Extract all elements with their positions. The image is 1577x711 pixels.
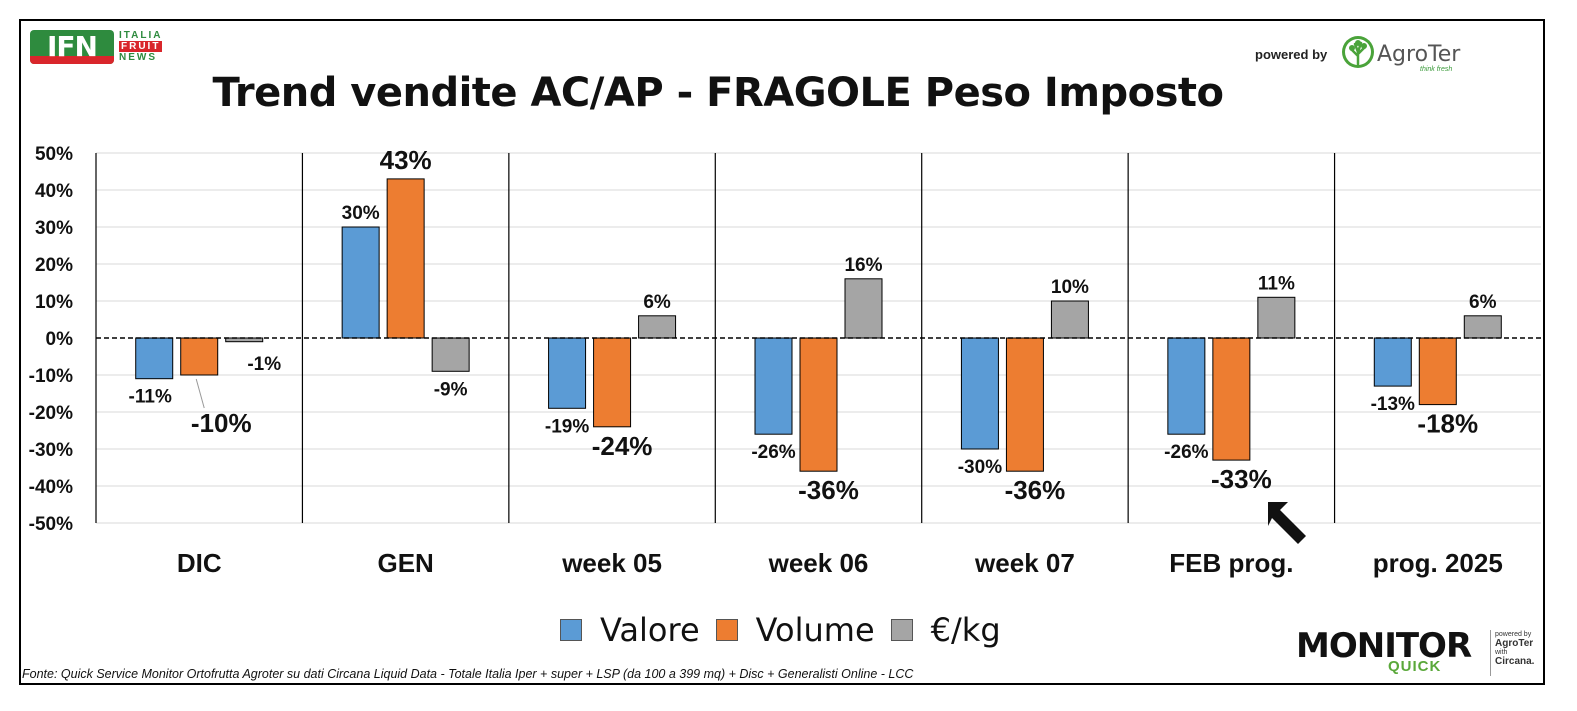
y-tick-label: 30% [35, 218, 73, 239]
ifn-logo-text: IFN [47, 30, 98, 63]
badge-powered-text: powered by [1495, 631, 1532, 638]
data-label: -11% [129, 387, 172, 408]
data-label: 11% [1258, 273, 1295, 294]
y-tick-label: -30% [29, 440, 73, 461]
legend-item-prezzo: €/kg [890, 611, 1001, 649]
data-label: 16% [844, 255, 882, 276]
ifn-word-fruit: FRUIT [119, 41, 163, 52]
data-label: 43% [380, 145, 432, 175]
data-label: -30% [958, 457, 1002, 478]
category-label: GEN [377, 548, 433, 578]
monitor-logo-text: MONITOR [1296, 626, 1472, 666]
data-label: -18% [1417, 409, 1478, 439]
y-tick-label: 0% [46, 329, 74, 350]
source-note: Fonte: Quick Service Monitor Ortofrutta … [22, 667, 914, 681]
data-label: -26% [1164, 442, 1208, 463]
y-tick-label: -10% [29, 366, 73, 387]
category-label: prog. 2025 [1373, 548, 1503, 578]
chart-title: Trend vendite AC/AP - FRAGOLE Peso Impos… [212, 70, 1224, 116]
data-label: -26% [751, 442, 795, 463]
bar-valore-5 [1167, 337, 1206, 435]
data-label: 30% [342, 203, 380, 224]
agroter-logo-text: AgroTer [1377, 42, 1461, 67]
badge-agroter-text: AgroTer [1495, 638, 1534, 649]
bar-volume-3 [799, 337, 838, 472]
bar-volume-0 [180, 337, 219, 376]
y-tick-label: 10% [35, 292, 73, 313]
agroter-tagline: think fresh [1420, 66, 1453, 73]
y-tick-label: -40% [29, 477, 73, 498]
bar-volume-5 [1212, 337, 1251, 461]
powered-badge: powered by AgroTer with Circana. [1490, 630, 1545, 676]
category-label: FEB prog. [1169, 548, 1293, 578]
legend-label-volume: Volume [755, 611, 875, 649]
bar-volume-6 [1418, 337, 1457, 406]
category-label: DIC [177, 548, 222, 578]
y-tick-label: -50% [29, 514, 73, 535]
y-tick-label: 20% [35, 255, 73, 276]
bar-volume-4 [1005, 337, 1044, 472]
agroter-tree-icon [1342, 36, 1374, 68]
legend-item-volume: Volume [715, 611, 875, 649]
data-label: -10% [191, 408, 252, 438]
bar-kg-2 [638, 315, 677, 339]
axis-layer: 50% 40% 30% 20% 10% 0% -10% -20% -30% -40% -50% DIC… [29, 144, 1541, 578]
bar-kg-4 [1050, 300, 1089, 339]
bars-layer [135, 178, 1502, 472]
bar-volume-2 [593, 337, 632, 428]
data-label: -19% [545, 416, 589, 437]
bar-kg-1 [431, 337, 470, 372]
badge-with-text: with [1495, 649, 1508, 656]
bar-volume-1 [386, 178, 425, 339]
ifn-word-italia: ITALIA [119, 30, 163, 41]
category-label: week 07 [974, 548, 1075, 578]
ifn-word-news: NEWS [119, 52, 157, 63]
category-label: week 05 [561, 548, 662, 578]
annotation-arrow [1268, 502, 1306, 544]
category-label: week 06 [768, 548, 869, 578]
legend-label-prezzo: €/kg [930, 611, 1001, 649]
legend-label-valore: Valore [600, 611, 700, 649]
labels-layer: -11%-10%-1%30%43%-9%-19%-24%6%-26%-36%16… [129, 145, 1497, 505]
ifn-logo-words: ITALIA FRUIT NEWS [119, 30, 163, 63]
bar-valore-6 [1373, 337, 1412, 387]
y-tick-label: 50% [35, 144, 73, 165]
bar-valore-3 [754, 337, 793, 435]
data-label: -36% [1005, 475, 1066, 505]
chart-legend: Valore Volume €/kg [560, 610, 1017, 650]
bar-valore-0 [135, 337, 174, 380]
data-label: 6% [643, 292, 671, 313]
y-tick-label: -20% [29, 403, 73, 424]
ifn-logo: IFN ITALIA FRUIT NEWS [30, 30, 175, 66]
data-label: -33% [1211, 464, 1272, 494]
label-leader-line [195, 378, 205, 409]
data-label: 10% [1051, 277, 1089, 298]
data-label: -36% [798, 475, 859, 505]
bar-kg-6 [1463, 315, 1502, 339]
bar-valore-1 [341, 226, 380, 339]
monitor-quick-logo: MONITOR QUICK [1296, 626, 1486, 678]
data-label: -9% [434, 379, 468, 400]
data-label: -13% [1371, 394, 1415, 415]
legend-swatch-volume [715, 619, 738, 641]
powered-by-label: powered by [1255, 47, 1328, 62]
badge-circana-text: Circana. [1495, 656, 1535, 667]
data-label: -1% [247, 354, 281, 375]
bar-kg-3 [844, 278, 883, 339]
data-label: -24% [592, 431, 653, 461]
legend-item-valore: Valore [560, 611, 700, 649]
bar-valore-4 [960, 337, 999, 450]
ifn-logo-box: IFN [30, 30, 114, 64]
legend-swatch-valore [560, 619, 582, 641]
data-label: 6% [1469, 292, 1497, 313]
bar-valore-2 [548, 337, 587, 409]
y-tick-label: 40% [35, 181, 73, 202]
bar-kg-5 [1257, 296, 1296, 339]
legend-swatch-prezzo [890, 619, 913, 641]
monitor-quick-text: QUICK [1388, 658, 1442, 675]
